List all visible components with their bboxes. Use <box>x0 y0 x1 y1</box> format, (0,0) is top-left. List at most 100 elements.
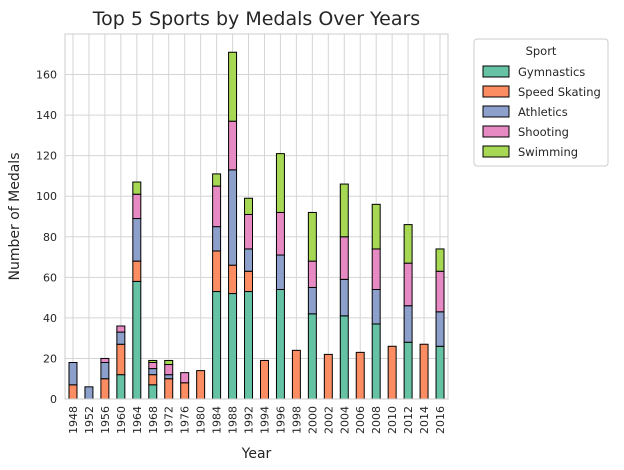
bar-segment <box>244 197 254 215</box>
x-tick-label: 1976 <box>179 406 192 434</box>
bar-segment <box>212 185 222 228</box>
bar-segment <box>339 315 349 400</box>
bar-segment <box>148 359 158 364</box>
bar-segment <box>244 213 254 250</box>
bar-segment <box>164 378 174 400</box>
bar-segment <box>339 183 349 238</box>
x-tick-label: 1968 <box>147 406 160 434</box>
bar-segment <box>323 353 333 400</box>
y-tick-label: 0 <box>50 393 57 406</box>
bar-segment <box>84 386 94 400</box>
x-tick-label: 2010 <box>386 406 399 434</box>
legend-swatch <box>482 145 510 158</box>
bar-segment <box>307 260 317 288</box>
bar-segment <box>244 270 254 293</box>
bar-segment <box>307 211 317 262</box>
legend-entry: Swimming <box>518 145 578 159</box>
bar-segment <box>244 248 254 272</box>
bar-segment <box>116 374 126 400</box>
bar-segment <box>259 359 269 400</box>
bar-segment <box>228 51 238 122</box>
bar-segment <box>435 345 445 400</box>
bar-segment <box>419 343 429 400</box>
x-tick-label: 1956 <box>99 406 112 434</box>
plot-frame <box>64 33 449 400</box>
y-tick-label: 140 <box>36 109 57 122</box>
bar-segment <box>148 384 158 400</box>
bar-segment <box>212 173 222 187</box>
legend-entry: Shooting <box>518 125 569 139</box>
bar-segment <box>228 264 238 295</box>
x-tick-label: 2008 <box>370 406 383 434</box>
bar-segment <box>307 286 317 315</box>
bar-segment <box>339 236 349 280</box>
x-tick-label: 2000 <box>306 406 319 434</box>
x-tick-label: 1992 <box>243 406 256 434</box>
bar-segment <box>68 384 78 400</box>
bar-segment <box>132 181 142 195</box>
bar-segment <box>100 378 110 400</box>
x-tick-label: 1996 <box>274 406 287 434</box>
x-tick-label: 1960 <box>115 406 128 434</box>
y-tick-label: 100 <box>36 190 57 203</box>
legend-entry: Athletics <box>518 105 568 119</box>
bar-segment <box>148 368 158 376</box>
bar-segment <box>164 359 174 366</box>
legend-entry: Gymnastics <box>518 65 585 79</box>
bar-segment <box>212 291 222 400</box>
bar-segment <box>180 382 190 400</box>
x-tick-label: 1994 <box>258 406 271 434</box>
bar-segment <box>371 323 381 400</box>
bar-segment <box>212 250 222 293</box>
bar-segment <box>275 211 285 256</box>
bar-segment <box>148 374 158 386</box>
bar-segment <box>275 153 285 213</box>
bar-segment <box>196 370 206 400</box>
legend-swatch <box>482 125 510 138</box>
bar-segment <box>148 362 158 370</box>
bar-segment <box>403 305 413 343</box>
bar-segment <box>403 224 413 264</box>
bar-segment <box>371 203 381 250</box>
x-tick-label: 2004 <box>338 406 351 434</box>
bar-segment <box>435 248 445 272</box>
x-tick-label: 2006 <box>354 406 367 434</box>
bar-segment <box>228 120 238 171</box>
bar-segment <box>132 260 142 282</box>
x-tick-label: 2014 <box>418 406 431 434</box>
x-tick-label: 2012 <box>402 406 415 434</box>
legend-swatch <box>482 65 510 78</box>
x-axis-label: Year <box>241 446 272 462</box>
x-tick-label: 1984 <box>211 406 224 434</box>
bar-segment <box>228 293 238 400</box>
legend: Sport Gymnastics Speed Skating Athletics Sh… <box>473 38 609 167</box>
x-tick-label: 1948 <box>67 406 80 434</box>
bars <box>68 51 445 400</box>
y-tick-label: 160 <box>36 69 57 82</box>
bar-segment <box>100 362 110 380</box>
y-axis-label: Number of Medals <box>7 153 23 281</box>
bar-segment <box>371 248 381 290</box>
y-tick-label: 120 <box>36 150 57 163</box>
bar-segment <box>116 325 126 333</box>
bar-segment <box>164 374 174 380</box>
bar-segment <box>291 349 301 400</box>
bar-segment <box>371 289 381 325</box>
bar-segment <box>339 278 349 317</box>
bar-segment <box>68 362 78 386</box>
bar-segment <box>212 226 222 252</box>
x-tick-label: 2016 <box>434 406 447 434</box>
bar-segment <box>132 193 142 220</box>
bar-segment <box>435 270 445 313</box>
chart-title: Top 5 Sports by Medals Over Years <box>92 8 420 30</box>
bar-segment <box>116 343 126 376</box>
y-tick-label: 60 <box>43 271 57 284</box>
x-tick-label: 1964 <box>131 406 144 434</box>
bar-segment <box>164 364 174 376</box>
bar-segment <box>116 331 126 345</box>
bar-segment <box>275 254 285 290</box>
x-tick-label: 1998 <box>290 406 303 434</box>
x-tick-label: 1988 <box>227 406 240 434</box>
